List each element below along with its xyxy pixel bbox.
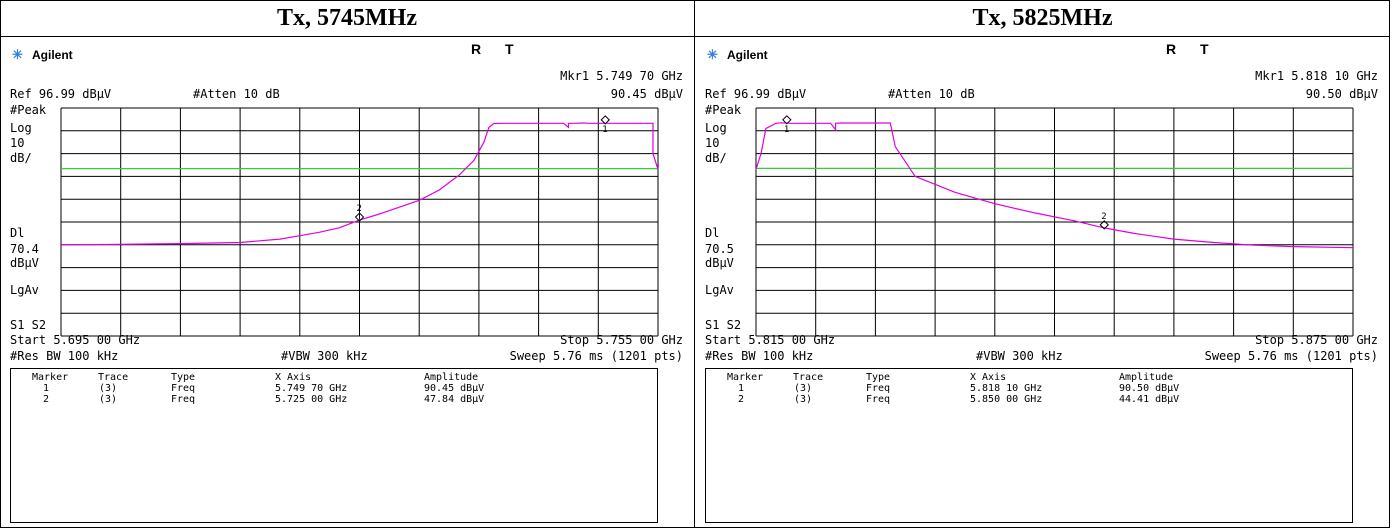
marker-table-header: Type — [171, 372, 196, 383]
detector-peak-label: #Peak — [705, 103, 742, 117]
marker-table-header: Trace — [793, 372, 824, 383]
marker-table-cell: (3) — [99, 383, 118, 394]
rt-indicator: R T — [471, 41, 524, 57]
brand-name: Agilent — [727, 48, 768, 62]
sweep-source-label: S1 S2 — [10, 318, 47, 332]
average-type-label: LgAv — [10, 283, 39, 297]
sweep-time: Sweep 5.76 ms (1201 pts) — [509, 349, 683, 363]
marker-table: Marker Trace Type X Axis Amplitude 1 (3) Freq 5.… — [705, 368, 1353, 523]
marker-table-cell: 90.50 dBµV — [1119, 383, 1180, 394]
marker-label: 1 — [602, 125, 607, 135]
marker-readout: Mkr1 5.749 70 GHz — [560, 69, 683, 83]
ref-level: Ref 96.99 dBµV — [705, 87, 807, 101]
spectrum-trace — [755, 122, 1354, 249]
marker-table-cell: Freq — [866, 394, 891, 405]
marker-table-cell: 5.850 00 GHz — [970, 394, 1043, 405]
marker-table-cell: 5.725 00 GHz — [275, 394, 348, 405]
display-line-unit: dBµV — [705, 256, 734, 270]
marker-table-cell: 90.45 dBµV — [424, 383, 485, 394]
brand-logo: ✳ Agilent — [707, 47, 768, 63]
spectrum-plot: 12 — [60, 107, 659, 337]
brand-logo: ✳ Agilent — [12, 47, 73, 63]
marker-table-header: Marker — [727, 372, 764, 383]
marker-table-cell: 1 — [43, 383, 50, 394]
marker-table: Marker Trace Type X Axis Amplitude 1 (3) Freq 5.… — [10, 368, 658, 523]
spectrum-trace — [60, 122, 659, 246]
detector-peak-label: #Peak — [10, 103, 47, 117]
agilent-starburst-icon: ✳ — [707, 47, 718, 62]
caption-right: Tx, 5825MHz — [972, 5, 1113, 31]
marker-table-header: X Axis — [970, 372, 1007, 383]
sweep-time: Sweep 5.76 ms (1201 pts) — [1204, 349, 1378, 363]
video-bandwidth: #VBW 300 kHz — [976, 349, 1063, 363]
marker-table-cell: 2 — [738, 394, 745, 405]
marker-diamond-icon — [600, 115, 610, 125]
scale-dbdiv-label: dB/ — [705, 151, 727, 165]
marker-table-cell: Freq — [171, 383, 196, 394]
marker-diamond-icon — [1099, 220, 1109, 230]
marker-diamond-icon — [354, 212, 365, 222]
scale-dbdiv-label: dB/ — [10, 151, 32, 165]
ref-level: Ref 96.99 dBµV — [10, 87, 112, 101]
marker-table-header: Amplitude — [424, 372, 479, 383]
marker-table-cell: (3) — [794, 383, 813, 394]
rt-indicator: R T — [1166, 41, 1219, 57]
scale-ten-label: 10 — [705, 136, 720, 150]
marker-label: 1 — [784, 125, 789, 135]
stop-frequency: Stop 5.755 00 GHz — [560, 333, 683, 347]
marker-table-cell: Freq — [171, 394, 196, 405]
attenuation: #Atten 10 dB — [193, 87, 280, 101]
agilent-starburst-icon: ✳ — [12, 47, 23, 62]
marker-table-header: Trace — [98, 372, 129, 383]
marker-table-header: Type — [866, 372, 891, 383]
analyzer-panel-left: ✳ Agilent R T Mkr1 5.749 70 GHz Ref 96.99… — [3, 37, 693, 527]
marker-table-cell: 5.749 70 GHz — [275, 383, 348, 394]
column-divider — [694, 0, 695, 528]
resolution-bandwidth: #Res BW 100 kHz — [10, 349, 119, 363]
resolution-bandwidth: #Res BW 100 kHz — [705, 349, 814, 363]
start-frequency: Start 5.815 00 GHz — [705, 333, 836, 347]
sweep-source-label: S1 S2 — [705, 318, 742, 332]
scale-log-label: Log — [705, 121, 727, 135]
brand-name: Agilent — [32, 48, 73, 62]
display-line-label: Dl — [10, 226, 25, 240]
stop-frequency: Stop 5.875 00 GHz — [1255, 333, 1378, 347]
marker-label: 2 — [1101, 212, 1106, 222]
display-line-label: Dl — [705, 226, 720, 240]
marker-table-cell: 2 — [43, 394, 50, 405]
marker-table-cell: 44.41 dBµV — [1119, 394, 1180, 405]
caption-divider — [0, 36, 1390, 37]
marker-table-header: Marker — [32, 372, 69, 383]
marker-diamond-icon — [782, 115, 792, 125]
marker-amplitude: 90.50 dBµV — [1305, 87, 1378, 101]
marker-table-cell: Freq — [866, 383, 891, 394]
spectrum-plot: 12 — [755, 107, 1354, 337]
display-line-unit: dBµV — [10, 256, 39, 270]
display-line-value: 70.5 — [705, 242, 734, 256]
marker-table-cell: (3) — [794, 394, 813, 405]
average-type-label: LgAv — [705, 283, 734, 297]
video-bandwidth: #VBW 300 kHz — [281, 349, 368, 363]
caption-left: Tx, 5745MHz — [277, 5, 417, 31]
scale-ten-label: 10 — [10, 136, 25, 150]
start-frequency: Start 5.695 00 GHz — [10, 333, 141, 347]
marker-table-header: Amplitude — [1119, 372, 1174, 383]
marker-table-cell: (3) — [99, 394, 118, 405]
analyzer-panel-right: ✳ Agilent R T Mkr1 5.818 10 GHz Ref 96.99… — [698, 37, 1388, 527]
marker-readout: Mkr1 5.818 10 GHz — [1255, 69, 1378, 83]
scale-log-label: Log — [10, 121, 32, 135]
display-line-value: 70.4 — [10, 242, 39, 256]
marker-amplitude: 90.45 dBµV — [610, 87, 683, 101]
marker-table-cell: 1 — [738, 383, 745, 394]
attenuation: #Atten 10 dB — [888, 87, 975, 101]
marker-table-header: X Axis — [275, 372, 312, 383]
marker-label: 2 — [357, 204, 362, 214]
marker-table-cell: 47.84 dBµV — [424, 394, 485, 405]
marker-table-cell: 5.818 10 GHz — [970, 383, 1043, 394]
